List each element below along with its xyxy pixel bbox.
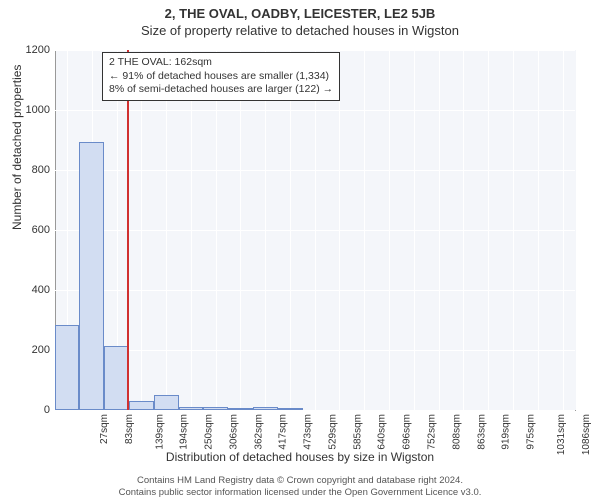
gridline-vertical xyxy=(389,50,390,410)
gridline-vertical xyxy=(439,50,440,410)
histogram-chart: 02004006008001000120027sqm83sqm139sqm194… xyxy=(55,50,575,410)
xtick-label: 752sqm xyxy=(427,412,438,450)
histogram-bar xyxy=(129,401,154,410)
gridline-vertical xyxy=(216,50,217,410)
annotation-box: 2 THE OVAL: 162sqm← 91% of detached hous… xyxy=(102,52,340,101)
gridline-horizontal xyxy=(55,410,575,411)
histogram-bar xyxy=(55,325,80,411)
annotation-line-1: 2 THE OVAL: 162sqm xyxy=(109,56,333,70)
ytick-label: 200 xyxy=(32,344,55,356)
histogram-bar xyxy=(278,408,303,410)
xtick-label: 1031sqm xyxy=(556,412,567,455)
histogram-bar xyxy=(154,395,179,410)
gridline-vertical xyxy=(563,50,564,410)
histogram-bar xyxy=(228,408,253,410)
xtick-label: 529sqm xyxy=(328,412,339,450)
ytick-label: 1000 xyxy=(26,104,55,116)
ytick-label: 1200 xyxy=(26,44,55,56)
gridline-vertical xyxy=(265,50,266,410)
xtick-label: 306sqm xyxy=(229,412,240,450)
gridline-vertical xyxy=(315,50,316,410)
copyright-line-2: Contains public sector information licen… xyxy=(0,487,600,498)
copyright-line-1: Contains HM Land Registry data © Crown c… xyxy=(0,475,600,486)
xtick-label: 194sqm xyxy=(179,412,190,450)
gridline-vertical xyxy=(364,50,365,410)
xtick-label: 808sqm xyxy=(452,412,463,450)
gridline-vertical xyxy=(488,50,489,410)
histogram-bar xyxy=(79,142,104,411)
gridline-vertical xyxy=(414,50,415,410)
histogram-bar xyxy=(179,407,204,410)
gridline-vertical xyxy=(166,50,167,410)
xtick-label: 1086sqm xyxy=(581,412,592,455)
gridline-vertical xyxy=(290,50,291,410)
xtick-label: 27sqm xyxy=(99,412,110,444)
annotation-line-3: 8% of semi-detached houses are larger (1… xyxy=(109,83,333,97)
ytick-label: 800 xyxy=(32,164,55,176)
gridline-vertical xyxy=(538,50,539,410)
copyright-footer: Contains HM Land Registry data © Crown c… xyxy=(0,475,600,498)
x-axis-label: Distribution of detached houses by size … xyxy=(0,450,600,464)
xtick-label: 640sqm xyxy=(377,412,388,450)
xtick-label: 417sqm xyxy=(278,412,289,450)
gridline-vertical xyxy=(240,50,241,410)
histogram-bar xyxy=(253,407,278,410)
xtick-label: 863sqm xyxy=(476,412,487,450)
gridline-vertical xyxy=(141,50,142,410)
xtick-label: 975sqm xyxy=(526,412,537,450)
histogram-bar xyxy=(104,346,129,411)
xtick-label: 83sqm xyxy=(124,412,135,444)
ytick-label: 400 xyxy=(32,284,55,296)
y-axis-label: Number of detached properties xyxy=(10,65,24,230)
histogram-bar xyxy=(203,407,228,410)
gridline-vertical xyxy=(191,50,192,410)
page-subtitle: Size of property relative to detached ho… xyxy=(0,21,600,38)
xtick-label: 250sqm xyxy=(204,412,215,450)
page-title: 2, THE OVAL, OADBY, LEICESTER, LE2 5JB xyxy=(0,0,600,21)
chart-container: 2, THE OVAL, OADBY, LEICESTER, LE2 5JB S… xyxy=(0,0,600,500)
xtick-label: 473sqm xyxy=(303,412,314,450)
annotation-line-2: ← 91% of detached houses are smaller (1,… xyxy=(109,70,333,84)
xtick-label: 585sqm xyxy=(353,412,364,450)
ytick-label: 600 xyxy=(32,224,55,236)
xtick-label: 139sqm xyxy=(154,412,165,450)
marker-line xyxy=(127,50,129,410)
gridline-vertical xyxy=(513,50,514,410)
gridline-vertical xyxy=(339,50,340,410)
xtick-label: 362sqm xyxy=(253,412,264,450)
ytick-label: 0 xyxy=(44,404,55,416)
gridline-vertical xyxy=(463,50,464,410)
xtick-label: 696sqm xyxy=(402,412,413,450)
xtick-label: 919sqm xyxy=(501,412,512,450)
